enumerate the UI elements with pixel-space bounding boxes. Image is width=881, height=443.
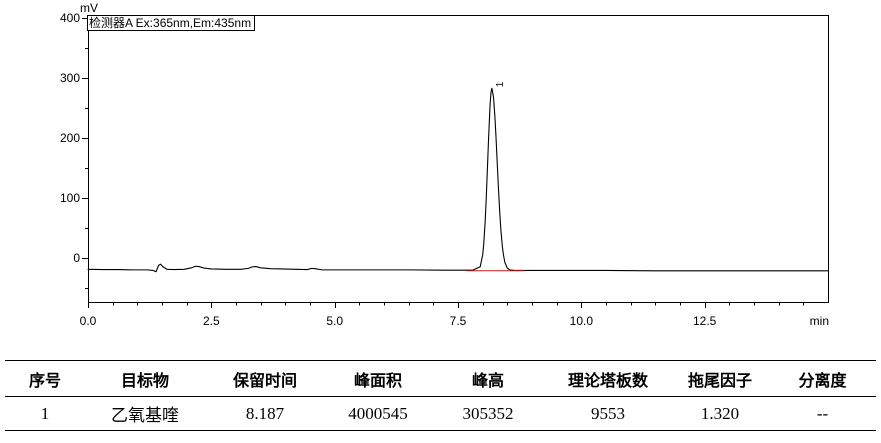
results-table-head: 序号 目标物 保留时间 峰面积 峰高 理论塔板数 拖尾因子 分离度 [5,360,876,397]
x-axis-unit-label: min [810,314,829,328]
col-header-tailing-factor: 拖尾因子 [671,360,769,397]
table-row: 1 乙氧基喹 8.187 4000545 305352 9553 1.320 -… [5,396,876,431]
col-header-analyte: 目标物 [85,360,205,397]
cell-retention-time: 8.187 [205,396,325,431]
plot-data-layer: 1 [87,81,829,273]
cell-peak-area: 4000545 [325,396,431,431]
chromatogram-chart: 1 0.0 2.5 5.0 7.5 10.0 12.5 0 100 200 300 400 mV m… [60,1,829,328]
x-tick-label: 0.0 [80,314,97,328]
x-tick-label: 5.0 [326,314,343,328]
x-tick-label: 2.5 [203,314,220,328]
legend-detector-label: 检测器A Ex:365nm,Em:435nm [89,16,252,30]
y-tick-label: 400 [60,11,80,25]
y-axis-unit-label: mV [80,1,98,15]
y-tick-label: 0 [73,251,80,265]
chart-legend: 检测器A Ex:365nm,Em:435nm [87,15,256,31]
col-header-peak-area: 峰面积 [325,360,431,397]
cell-tailing-factor: 1.320 [671,396,769,431]
plot-axis-layer: 0.0 2.5 5.0 7.5 10.0 12.5 0 100 200 300 400 [60,11,804,328]
col-header-index: 序号 [5,360,85,397]
chromatogram-plot: 1 0.0 2.5 5.0 7.5 10.0 12.5 0 100 200 300 400 mV m… [60,1,829,328]
plot-frame [88,15,829,303]
chromatogram-trace [87,87,829,273]
cell-index: 1 [5,396,85,431]
col-header-retention-time: 保留时间 [205,360,325,397]
cell-peak-height: 305352 [431,396,545,431]
results-table-body: 1 乙氧基喹 8.187 4000545 305352 9553 1.320 -… [5,396,876,431]
cell-theoretical-plates: 9553 [545,396,671,431]
x-tick-label: 10.0 [570,314,594,328]
y-tick-label: 200 [60,131,80,145]
cell-analyte: 乙氧基喹 [85,396,205,431]
col-header-peak-height: 峰高 [431,360,545,397]
peak-label: 1 [495,81,506,87]
y-tick-label: 100 [60,191,80,205]
cell-resolution: -- [769,396,876,431]
x-tick-label: 7.5 [450,314,467,328]
table-header-row: 序号 目标物 保留时间 峰面积 峰高 理论塔板数 拖尾因子 分离度 [5,360,876,397]
col-header-theoretical-plates: 理论塔板数 [545,360,671,397]
y-tick-label: 300 [60,71,80,85]
col-header-resolution: 分离度 [769,360,876,397]
results-table: 序号 目标物 保留时间 峰面积 峰高 理论塔板数 拖尾因子 分离度 1 乙氧基喹… [5,360,876,431]
x-tick-label: 12.5 [693,314,717,328]
